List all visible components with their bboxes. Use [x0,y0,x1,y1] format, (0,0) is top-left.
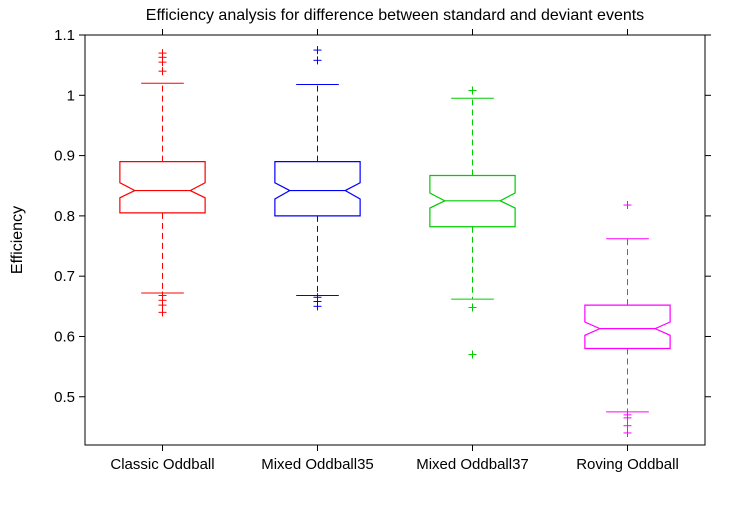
plot-frame [85,35,705,445]
x-tick-label: Classic Oddball [110,456,214,473]
chart-svg: Efficiency analysis for difference betwe… [0,0,732,508]
y-tick-label: 0.7 [54,268,75,285]
y-tick-label: 0.9 [54,148,75,165]
y-axis-label: Efficiency [9,206,26,274]
box-series [430,86,515,358]
box-outline [585,305,670,348]
x-tick-label: Mixed Oddball37 [416,456,529,473]
box-series [275,46,360,310]
x-tick-label: Roving Oddball [576,456,679,473]
chart-title: Efficiency analysis for difference betwe… [146,7,644,24]
y-tick-label: 0.8 [54,208,75,225]
x-tick-label: Mixed Oddball35 [261,456,374,473]
box-series [585,201,670,437]
box-outline [275,162,360,216]
box-series [120,49,205,316]
boxplot-chart: Efficiency analysis for difference betwe… [0,0,732,508]
y-tick-label: 0.5 [54,389,75,406]
y-tick-label: 0.6 [54,328,75,345]
y-tick-label: 1 [67,87,75,104]
box-outline [120,162,205,213]
y-tick-label: 1.1 [54,27,75,44]
